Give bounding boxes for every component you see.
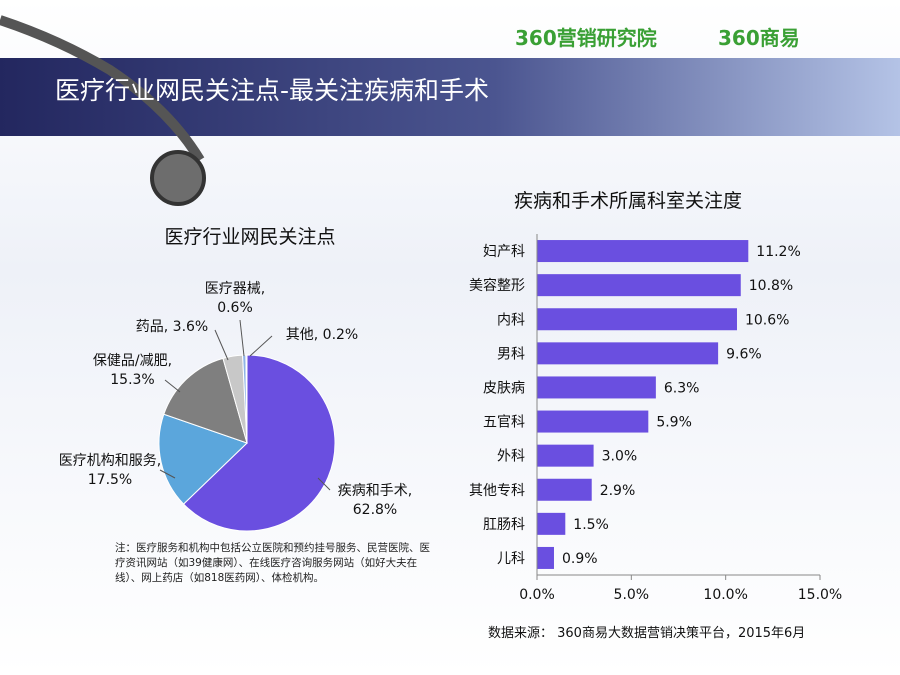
logo: 360商易 [718, 26, 800, 50]
slice-name: 疾病和手术 [337, 483, 408, 499]
slice-label: 其他0.2% [272, 326, 372, 345]
y-tick-label: 皮肤病 [483, 380, 525, 396]
slice-label: 医疗器械0.6% [185, 280, 285, 318]
pie-slice [158, 413, 248, 505]
pie-slice [182, 354, 336, 532]
slice-label: 医疗机构和服务17.5% [55, 452, 165, 490]
slice-label: 疾病和手术62.8% [330, 482, 420, 520]
y-tick-label: 肛肠科 [483, 517, 525, 533]
value-label: 0.9% [562, 551, 598, 567]
slice-name: 医疗器械 [204, 281, 261, 297]
decoration [0, 15, 205, 163]
bar [537, 308, 737, 331]
leader-line [159, 469, 176, 479]
bar [537, 410, 649, 433]
page-title: 医疗行业网民关注点-最关注疾病和手术 [55, 76, 489, 105]
bar [537, 376, 656, 399]
value-label: 5.9% [656, 415, 692, 431]
y-tick-label: 其他专科 [469, 483, 525, 499]
y-tick-label: 内科 [497, 312, 525, 328]
bar [537, 240, 749, 263]
y-tick-label: 男科 [497, 346, 525, 362]
leader-line [214, 329, 229, 361]
value-label: 9.6% [726, 346, 762, 362]
y-tick-label: 儿科 [497, 551, 525, 567]
value-label: 1.5% [573, 517, 609, 533]
slice-name: 保健品/减肥 [92, 353, 168, 369]
x-tick-label: 10.0% [703, 587, 747, 603]
x-tick-label: 15.0% [798, 587, 842, 603]
bar [537, 444, 594, 467]
source: 数据来源： 360商易大数据营销决策平台，2015年6月 [488, 626, 806, 641]
y-tick-label: 美容整形 [469, 277, 525, 294]
bar [537, 546, 554, 569]
chart-title: 医疗行业网民关注点 [164, 226, 335, 248]
value-label: 11.2% [756, 244, 800, 260]
slice-value: 3.6% [164, 319, 208, 335]
chart-title: 疾病和手术所属科室关注度 [514, 190, 742, 212]
slice-value: 0.2% [314, 327, 358, 343]
x-tick-label: 0.0% [519, 587, 555, 603]
bar [537, 274, 741, 297]
slice-label: 保健品/减肥15.3% [85, 352, 180, 390]
pie-slice [163, 357, 248, 444]
bar [537, 478, 592, 501]
slice-label: 药品3.6% [122, 318, 222, 337]
footnote: 注：医疗服务和机构中包括公立医院和预约挂号服务、民营医院、医疗资讯网站（如39健… [115, 542, 430, 584]
value-label: 10.8% [749, 278, 793, 294]
value-label: 3.0% [602, 449, 638, 465]
bar [537, 512, 566, 535]
leader-line [249, 335, 273, 357]
value-label: 10.6% [745, 312, 789, 328]
bar [537, 342, 719, 365]
value-label: 2.9% [600, 483, 636, 499]
slice-name: 药品 [135, 319, 164, 335]
leader-line [239, 319, 245, 357]
slice-name: 其他 [285, 327, 314, 343]
leader-line [164, 379, 181, 393]
y-tick-label: 外科 [497, 449, 525, 465]
logo: 360营销研究院 [515, 26, 657, 50]
value-label: 6.3% [664, 380, 700, 396]
pie-slice [245, 354, 248, 444]
y-tick-label: 妇产科 [483, 243, 525, 260]
x-tick-label: 5.0% [614, 587, 650, 603]
decoration [150, 150, 206, 206]
leader-line [317, 477, 331, 491]
slice-name: 医疗机构和服务 [58, 453, 157, 469]
y-tick-label: 五官科 [483, 415, 525, 431]
